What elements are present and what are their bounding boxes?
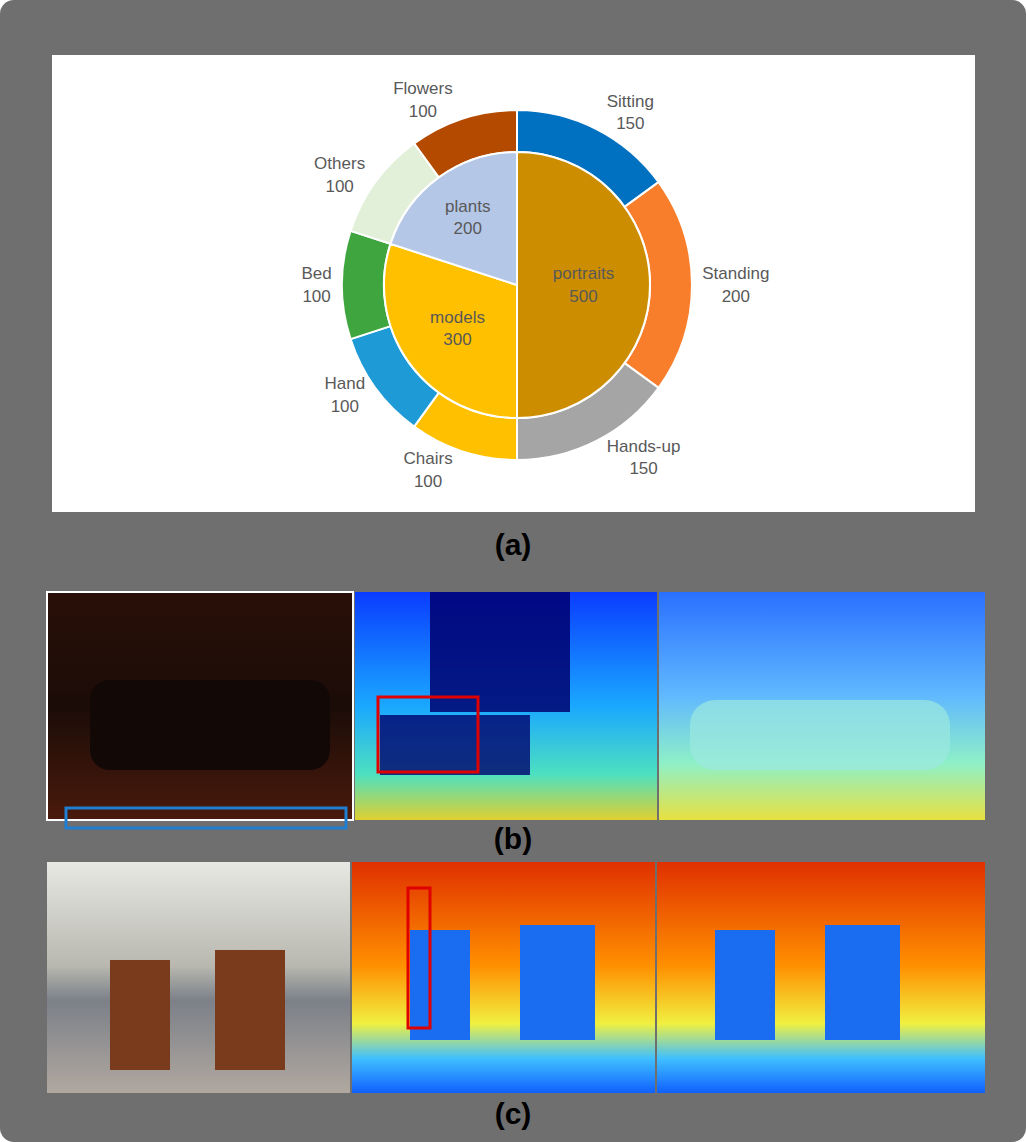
svg-text:Flowers100: Flowers100 (393, 79, 453, 120)
svg-text:portraits500: portraits500 (553, 264, 614, 305)
svg-text:Bed100: Bed100 (301, 264, 331, 305)
svg-text:models300: models300 (430, 308, 485, 349)
html-text:(a): (a) (494, 528, 532, 561)
svg-text:plants200: plants200 (445, 197, 490, 238)
svg-text:Sitting150: Sitting150 (607, 92, 654, 133)
svg-text:Hand100: Hand100 (325, 374, 366, 415)
svg-text:Chairs100: Chairs100 (404, 449, 453, 490)
html-text:(b): (b) (493, 822, 533, 855)
svg-text:Hands-up150: Hands-up150 (607, 437, 681, 478)
svg-text:Standing200: Standing200 (702, 264, 769, 305)
html-text:(c): (c) (494, 1097, 532, 1130)
svg-text:Others100: Others100 (314, 154, 365, 195)
